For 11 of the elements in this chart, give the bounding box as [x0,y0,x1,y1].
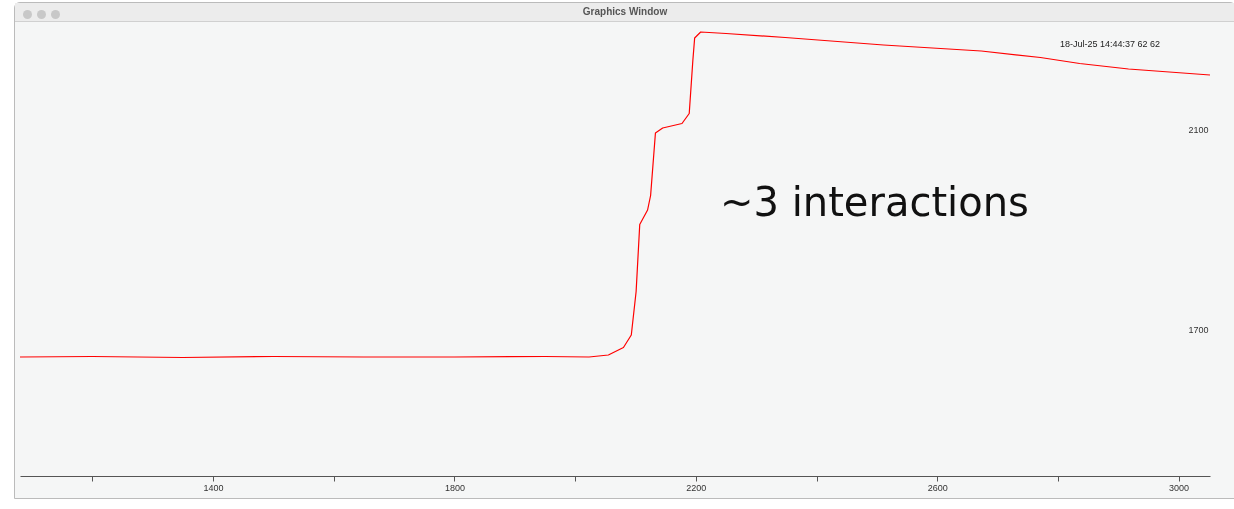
line-series [19,31,1211,359]
x-tick-label: 2600 [927,482,948,493]
annotation: 18-Jul-25 14:44:37 62 62 [1060,39,1161,49]
x-tick-label: 1800 [444,482,465,493]
x-tick-label: 3000 [1169,482,1190,493]
y-tick-label: 2100 [1188,124,1209,135]
x-tick-label: 1400 [203,482,224,493]
y-tick-label: 1700 [1188,324,1209,335]
chart-title: Graphics Window [582,6,668,17]
annotation: ~3 interactions [720,179,1029,225]
x-tick-label: 2200 [686,482,707,493]
